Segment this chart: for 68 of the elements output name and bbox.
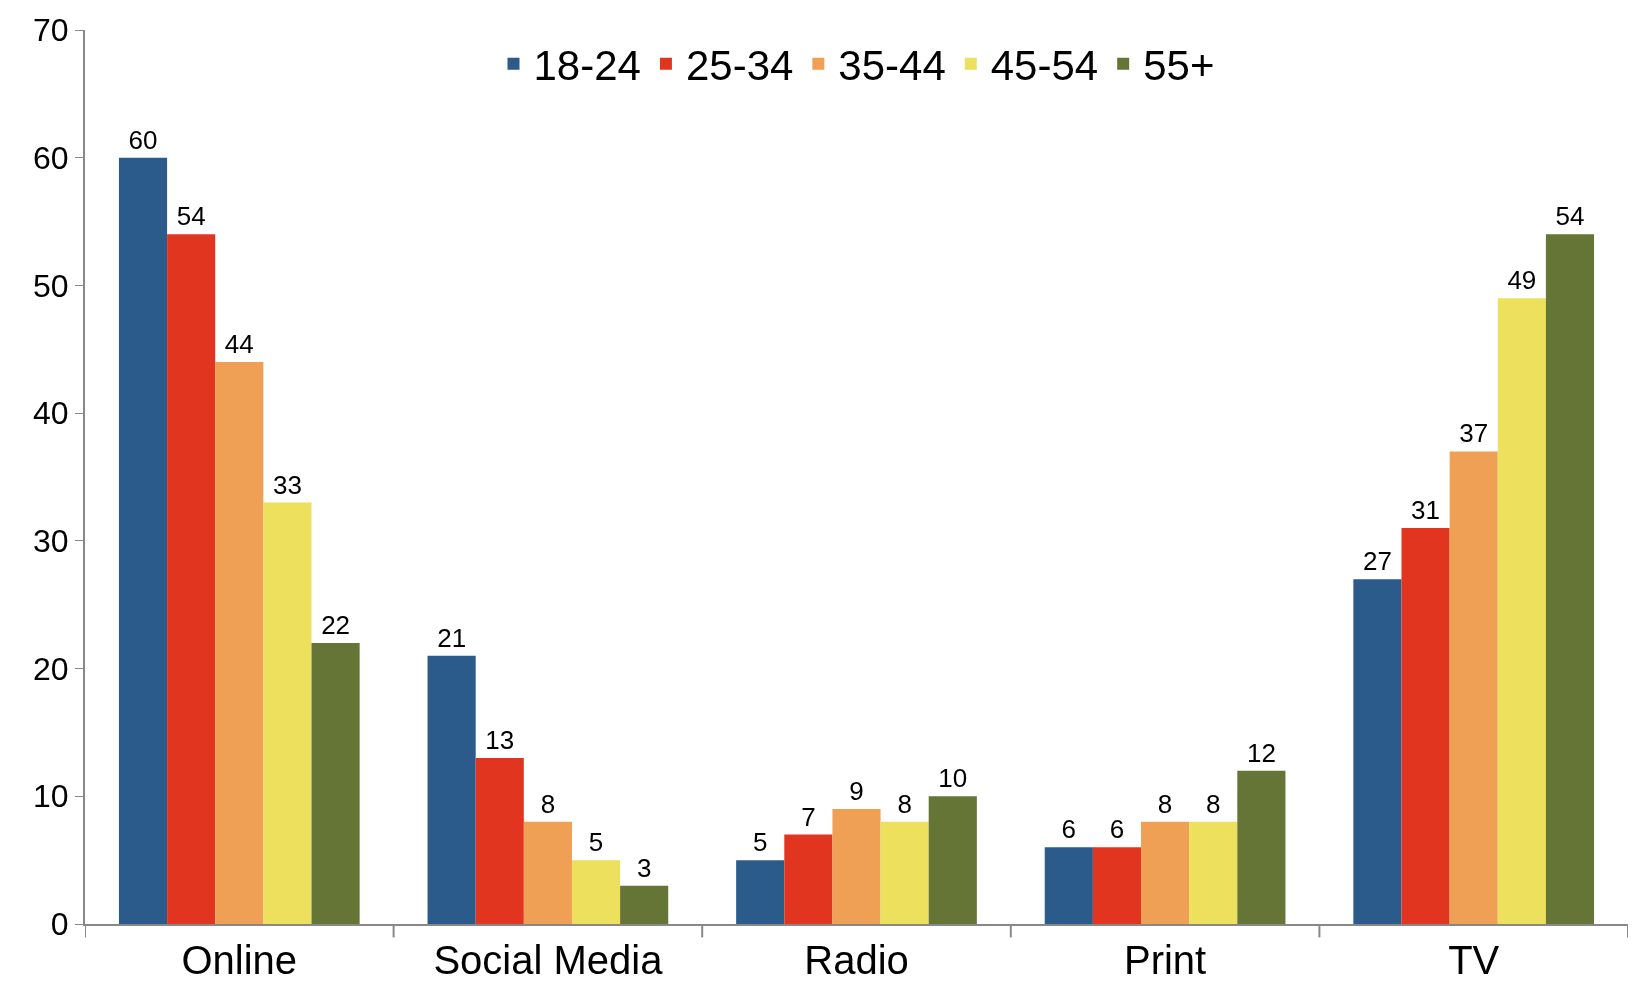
data-label: 8	[540, 788, 556, 819]
data-label: 5	[752, 827, 768, 858]
data-label: 5	[588, 827, 604, 858]
bar	[523, 821, 572, 924]
data-label: 8	[897, 788, 912, 819]
bar	[832, 809, 881, 924]
data-label: 49	[1507, 265, 1537, 296]
data-label: 9	[849, 776, 864, 807]
bar	[263, 502, 312, 924]
y-tick-label: 60	[33, 139, 69, 176]
bar	[1092, 847, 1142, 924]
bar	[1401, 528, 1450, 924]
bar	[1497, 298, 1546, 924]
bar	[736, 860, 785, 924]
bar	[784, 834, 833, 924]
bar	[311, 643, 360, 924]
y-tick-label: 70	[33, 12, 69, 49]
data-label: 10	[938, 763, 968, 794]
x-tick-label: Radio	[804, 938, 909, 982]
data-label: 44	[224, 329, 254, 360]
data-label: 54	[1555, 201, 1585, 232]
y-tick-label: 10	[33, 778, 69, 815]
data-label: 54	[176, 201, 206, 232]
x-tick-label: TV	[1448, 938, 1500, 982]
data-label: 6	[1061, 814, 1077, 845]
bar	[1141, 821, 1190, 924]
data-label: 31	[1411, 495, 1441, 526]
bar	[215, 362, 264, 924]
x-tick-label: Online	[181, 938, 298, 982]
y-tick-label: 30	[33, 523, 69, 560]
bar	[1449, 451, 1498, 924]
bar	[427, 655, 476, 924]
y-tick-label: 40	[33, 395, 69, 432]
data-label: 60	[128, 124, 158, 155]
y-tick-label: 50	[33, 267, 69, 304]
bar	[1237, 770, 1286, 924]
legend-label: 35-44	[838, 42, 946, 90]
bar	[1189, 821, 1238, 924]
data-label: 22	[321, 610, 351, 641]
legend-label: 55+	[1143, 42, 1215, 90]
data-label: 7	[801, 801, 816, 832]
data-label: 37	[1459, 418, 1489, 449]
legend-label: 18-24	[533, 42, 641, 90]
bar	[118, 157, 168, 924]
data-label: 8	[1157, 788, 1173, 819]
bar	[620, 885, 669, 924]
bar	[167, 234, 216, 924]
legend-label: 45-54	[990, 42, 1099, 90]
data-label: 21	[437, 622, 467, 653]
bar	[1545, 234, 1595, 924]
data-label: 3	[636, 852, 652, 883]
data-label: 33	[272, 469, 302, 500]
bar	[928, 796, 977, 924]
bar	[1353, 579, 1402, 924]
data-label: 12	[1246, 737, 1276, 768]
y-tick-label: 0	[50, 906, 69, 943]
data-label: 6	[1109, 814, 1125, 845]
bar	[1044, 847, 1093, 924]
y-tick-label: 20	[33, 650, 69, 687]
bar	[571, 860, 621, 924]
data-label: 27	[1362, 546, 1392, 577]
x-tick-label: Social Media	[433, 938, 664, 982]
bar	[475, 757, 524, 924]
data-label: 13	[485, 724, 515, 755]
data-label: 8	[1206, 788, 1221, 819]
bar	[880, 821, 929, 924]
legend-label: 25-34	[685, 42, 794, 90]
x-tick-label: Print	[1123, 938, 1207, 982]
